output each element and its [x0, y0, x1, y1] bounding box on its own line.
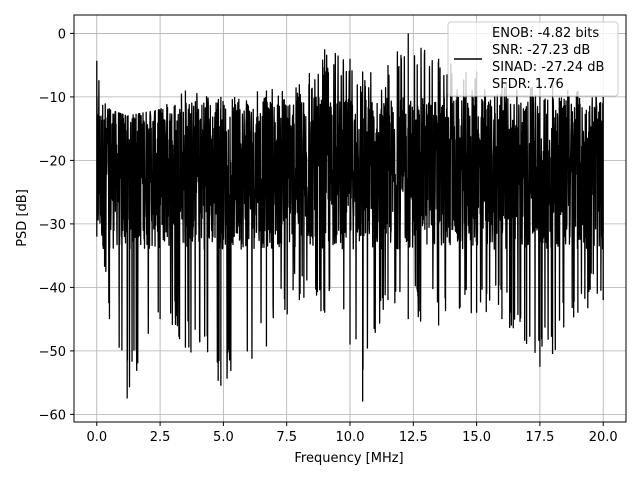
- x-tick-label: 10.0: [336, 430, 365, 445]
- legend-entry: SINAD: -27.24 dB: [492, 60, 604, 75]
- psd-series-line: [96, 33, 604, 402]
- y-tick-label: −10: [39, 91, 66, 106]
- legend-entry: ENOB: -4.82 bits: [492, 26, 599, 41]
- x-tick-label: 15.0: [462, 430, 491, 445]
- x-tick-label: 2.5: [150, 430, 171, 445]
- legend-entry: SNR: -27.23 dB: [492, 43, 590, 58]
- x-tick-label: 5.0: [213, 430, 234, 445]
- legend-entry: SFDR: 1.76: [492, 77, 564, 92]
- y-tick-label: −40: [39, 281, 66, 296]
- y-tick-label: −30: [39, 218, 66, 233]
- x-tick-label: 7.5: [276, 430, 297, 445]
- x-tick-label: 17.5: [525, 430, 554, 445]
- y-tick-label: −50: [39, 345, 66, 360]
- y-tick-label: 0: [58, 27, 66, 42]
- y-tick-label: −20: [39, 154, 66, 169]
- axes: 0.0 2.5 5.0 7.5 10.0 12.5 15.0 17.5 20.0 0 −10 −20 −…: [39, 14, 627, 445]
- x-tick-label: 12.5: [399, 430, 428, 445]
- y-axis-label: PSD [dB]: [15, 189, 30, 247]
- x-axis-label: Frequency [MHz]: [294, 451, 403, 466]
- legend: ENOB: -4.82 bits SNR: -27.23 dB SINAD: -27…: [447, 21, 619, 97]
- x-tick-label: 0.0: [86, 430, 107, 445]
- x-tick-label: 20.0: [589, 430, 618, 445]
- y-tick-label: −60: [39, 408, 66, 423]
- legend-box: [447, 21, 619, 97]
- plot-area: [96, 33, 604, 402]
